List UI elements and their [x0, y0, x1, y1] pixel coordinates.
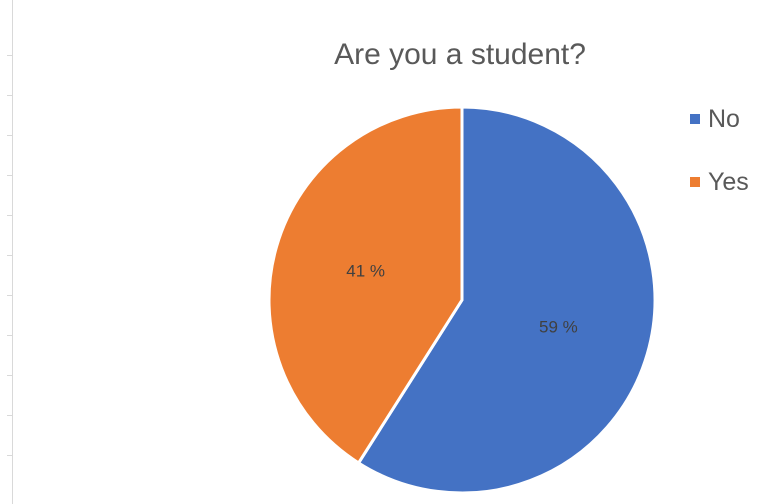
data-label-no: 59 %: [539, 317, 578, 336]
legend-item-yes: Yes: [690, 167, 749, 197]
gutter-tick: [7, 255, 12, 256]
chart-legend: No Yes: [690, 104, 749, 230]
gutter-tick: [7, 375, 12, 376]
gutter-tick: [7, 215, 12, 216]
legend-label-yes: Yes: [708, 167, 749, 196]
legend-swatch-no: [690, 114, 700, 124]
gutter-tick: [7, 95, 12, 96]
gutter-tick: [7, 335, 12, 336]
gutter-tick: [7, 135, 12, 136]
gutter-tick: [7, 295, 12, 296]
legend-label-no: No: [708, 104, 740, 133]
pie-slice-no: [356, 105, 657, 495]
data-label-yes: 41 %: [346, 261, 385, 280]
gutter-tick: [7, 175, 12, 176]
legend-swatch-yes: [690, 177, 700, 187]
chart-title: Are you a student?: [334, 38, 586, 71]
sheet-gutter: [0, 0, 13, 504]
gutter-tick: [7, 415, 12, 416]
gutter-tick: [7, 455, 12, 456]
pie-slice-yes: [267, 105, 464, 466]
legend-item-no: No: [690, 104, 749, 134]
gutter-tick: [7, 55, 12, 56]
